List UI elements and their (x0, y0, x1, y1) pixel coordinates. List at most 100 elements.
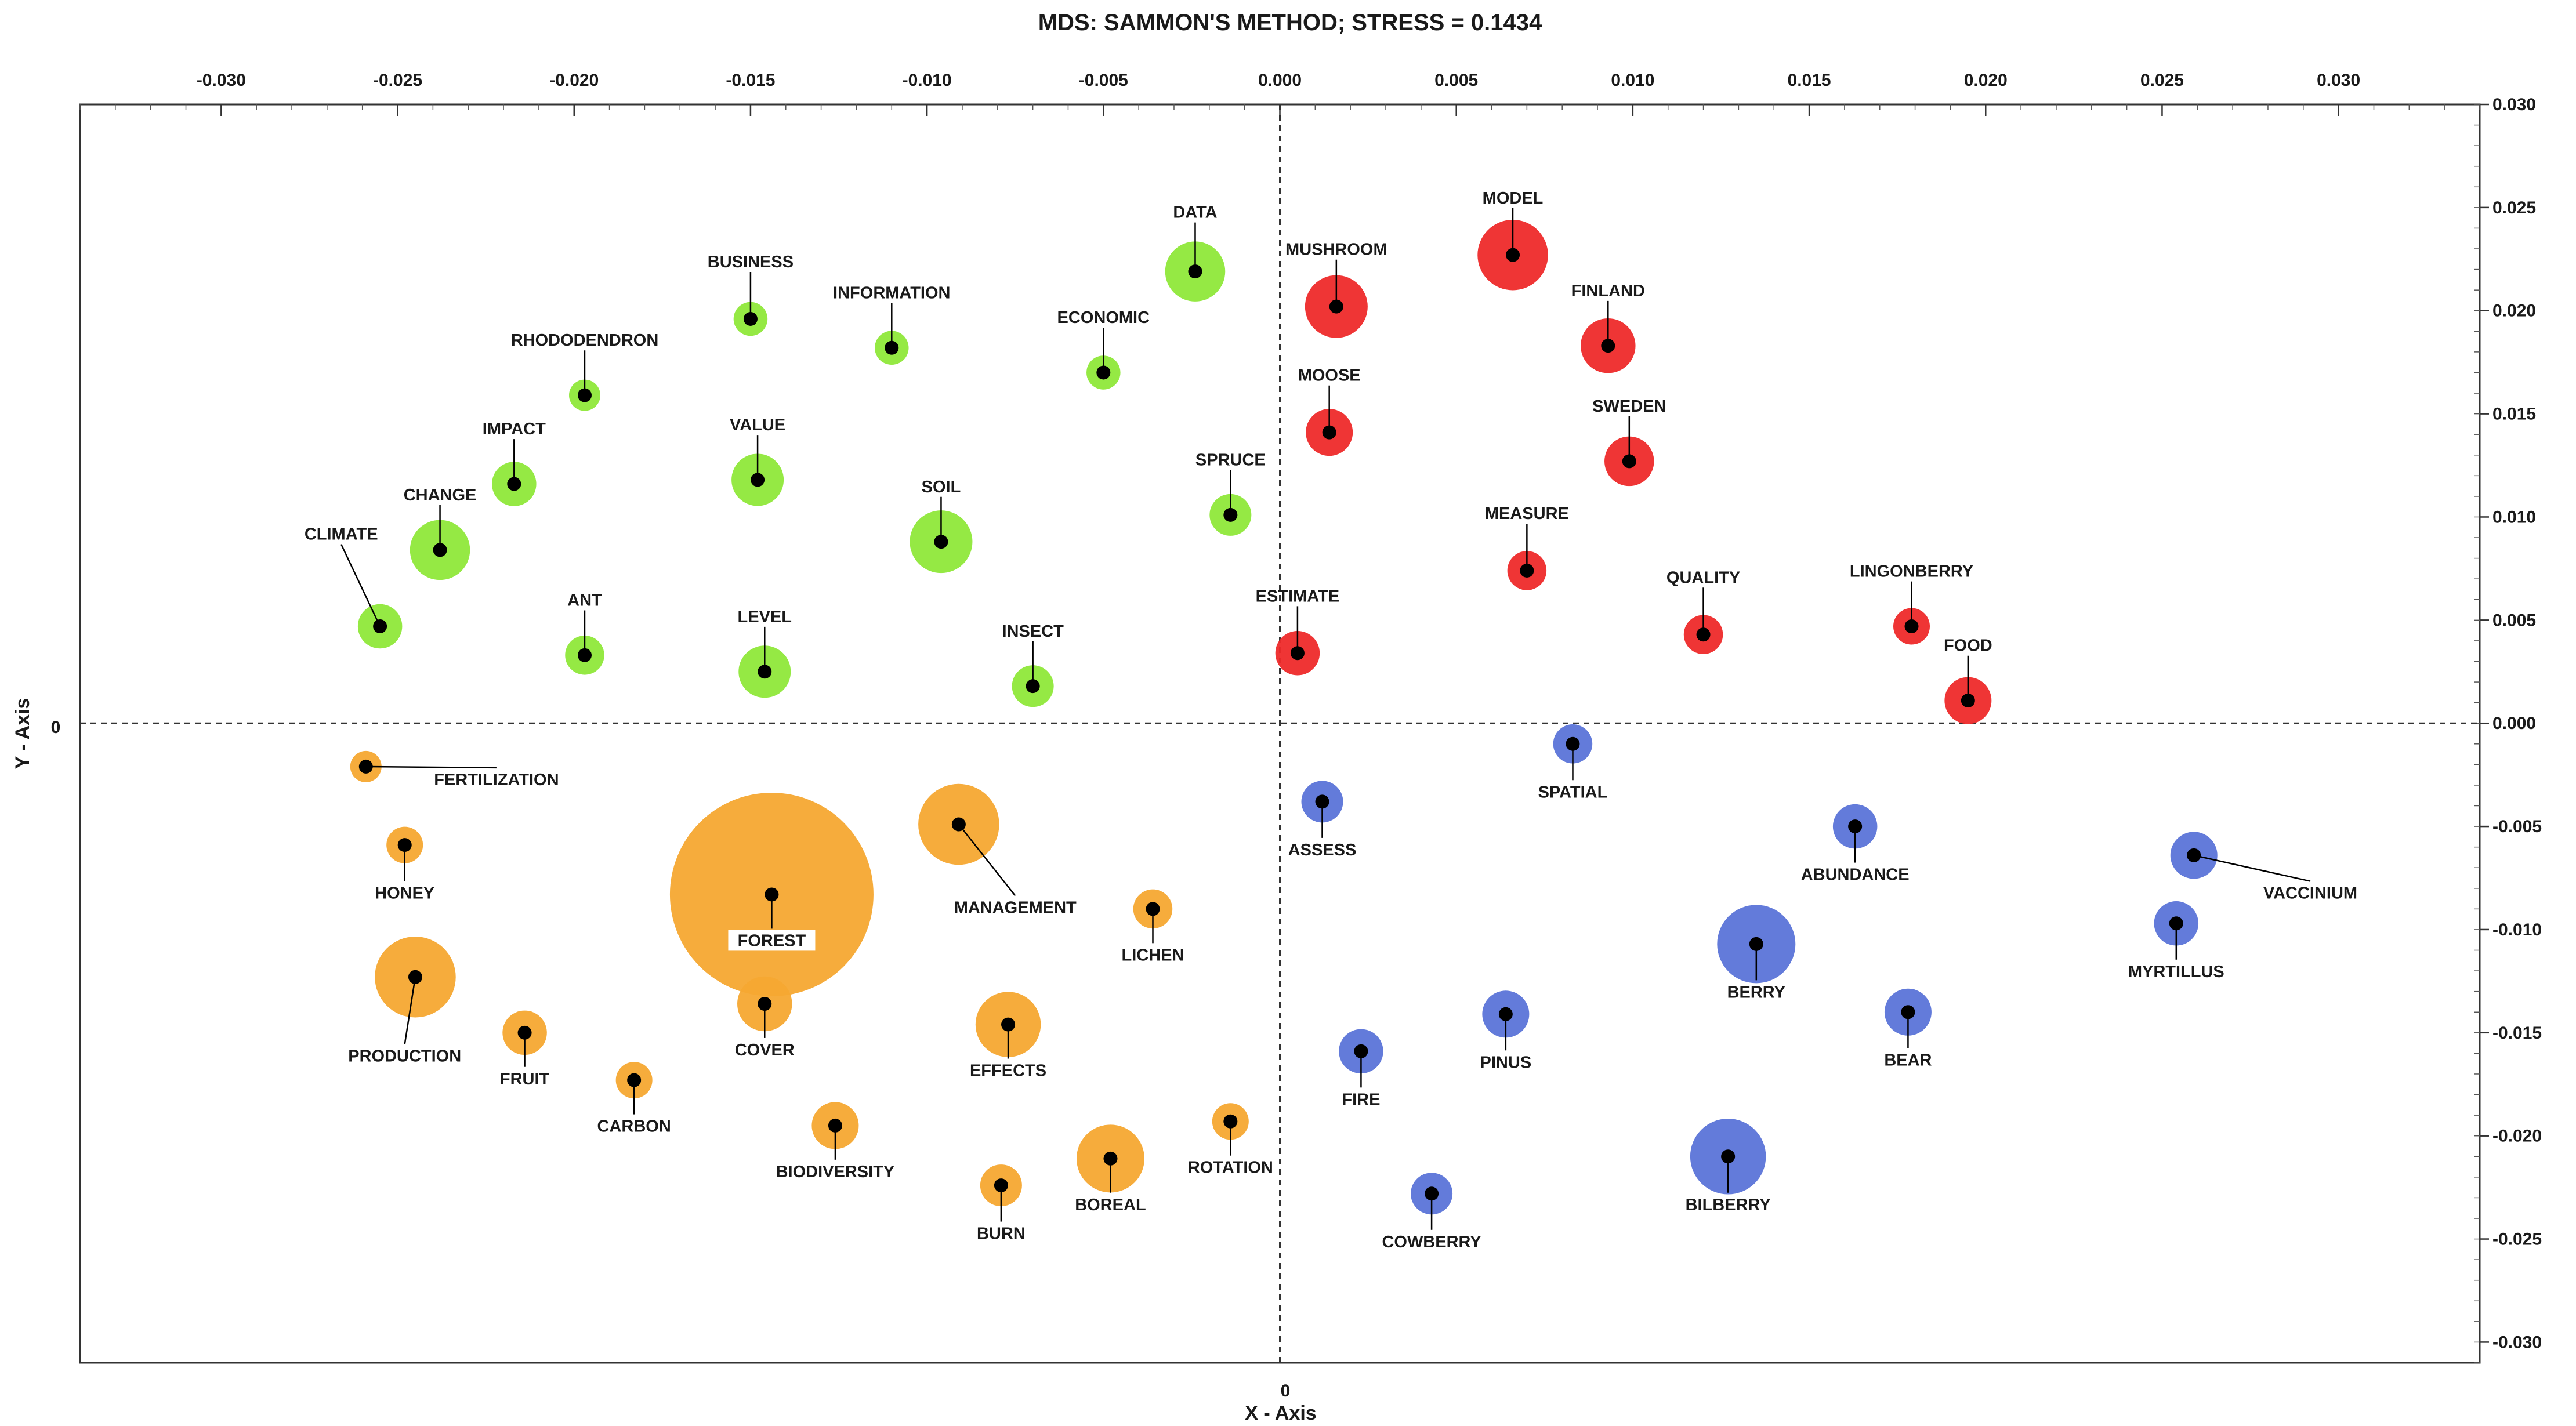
marker-burn (994, 1178, 1008, 1193)
label-forest: FOREST (738, 931, 806, 950)
marker-mushroom (1329, 299, 1343, 314)
y-tick-label: 0.015 (2492, 405, 2536, 424)
y-axis-ticks: 0.030 0.025 0.020 0.015 0.010 0.005 0.000 -0.00… (2480, 95, 2542, 1352)
x-tick-label: 0.020 (1964, 71, 2008, 90)
x-tick-label: -0.025 (373, 71, 422, 90)
marker-ant (577, 648, 592, 662)
label-information: INFORMATION (833, 284, 950, 302)
marker-model (1506, 248, 1520, 262)
marker-insect (1026, 679, 1040, 694)
chart-title: MDS: SAMMON'S METHOD; STRESS = 0.1434 (1038, 10, 1542, 35)
label-sweden: SWEDEN (1592, 397, 1666, 416)
label-economic: ECONOMIC (1057, 309, 1150, 327)
marker-spruce (1223, 507, 1238, 522)
label-bear: BEAR (1884, 1051, 1932, 1070)
leader-production (404, 977, 416, 1044)
label-change: CHANGE (404, 486, 477, 505)
x-tick-label: -0.005 (1079, 71, 1128, 90)
label-carbon: CARBON (597, 1117, 671, 1136)
label-cover: COVER (735, 1041, 795, 1059)
label-spatial: SPATIAL (1538, 783, 1608, 801)
marker-fire (1354, 1044, 1368, 1058)
marker-soil (934, 535, 948, 549)
x-tick-label: 0.030 (2317, 71, 2360, 90)
y-tick-label: -0.015 (2492, 1024, 2542, 1043)
marker-boreal (1103, 1151, 1118, 1166)
leader-climate (340, 544, 381, 627)
leader-management (958, 823, 1016, 897)
label-fruit: FRUIT (500, 1070, 550, 1088)
label-ant: ANT (567, 591, 602, 609)
label-measure: MEASURE (1485, 505, 1569, 523)
label-backing-forest (728, 930, 816, 951)
label-model: MODEL (1483, 189, 1544, 208)
label-level: LEVEL (738, 608, 792, 626)
x-tick-label: 0.005 (1434, 71, 1478, 90)
label-spruce: SPRUCE (1195, 451, 1266, 470)
label-fire: FIRE (1342, 1090, 1380, 1109)
marker-value (751, 473, 765, 487)
label-data: DATA (1173, 204, 1217, 222)
y-tick-label: 0.000 (2492, 714, 2536, 733)
marker-spatial (1566, 736, 1580, 751)
label-management: MANAGEMENT (954, 898, 1077, 917)
x-tick-label: -0.010 (903, 71, 952, 90)
y-tick-label: -0.005 (2492, 817, 2542, 836)
marker-bear (1901, 1005, 1915, 1019)
label-bilberry: BILBERRY (1686, 1196, 1771, 1214)
y-axis-title: Y - Axis (12, 698, 34, 770)
marker-measure (1520, 563, 1534, 578)
origin-y-label: 0 (51, 718, 61, 737)
leader-line-layer (340, 208, 2311, 1230)
marker-finland (1601, 339, 1615, 353)
label-value: VALUE (730, 416, 785, 434)
label-impact: IMPACT (483, 420, 546, 438)
marker-climate (373, 619, 387, 634)
y-tick-label: 0.020 (2492, 302, 2536, 321)
minor-tick-marks (79, 104, 2480, 1363)
label-soil: SOIL (922, 478, 961, 496)
marker-production (408, 970, 422, 984)
label-abundance: ABUNDANCE (1801, 866, 1910, 884)
marker-data (1188, 264, 1202, 279)
marker-honey (397, 838, 412, 852)
x-tick-label: -0.030 (197, 71, 246, 90)
marker-layer (358, 248, 2201, 1201)
x-tick-label: -0.020 (549, 71, 599, 90)
marker-fruit (517, 1025, 532, 1040)
y-tick-label: 0.010 (2492, 507, 2536, 527)
marker-change (433, 543, 447, 557)
label-mushroom: MUSHROOM (1285, 241, 1387, 259)
label-cowberry: COWBERRY (1382, 1233, 1481, 1251)
marker-cover (758, 997, 772, 1011)
marker-effects (1001, 1017, 1016, 1032)
marker-berry (1749, 937, 1763, 951)
marker-lichen (1146, 902, 1160, 916)
y-tick-label: -0.010 (2492, 920, 2542, 939)
x-tick-label: 0.015 (1788, 71, 1831, 90)
marker-forest (765, 887, 779, 902)
marker-estimate (1290, 646, 1305, 661)
label-quality: QUALITY (1666, 568, 1740, 587)
x-tick-label: 0.010 (1611, 71, 1654, 90)
y-tick-label: -0.030 (2492, 1333, 2542, 1352)
marker-carbon (627, 1073, 642, 1087)
y-tick-label: 0.030 (2492, 95, 2536, 114)
marker-impact (507, 477, 521, 491)
label-production: PRODUCTION (348, 1047, 461, 1066)
x-tick-label: 0.025 (2140, 71, 2184, 90)
label-boreal: BOREAL (1075, 1196, 1146, 1214)
label-lingonberry: LINGONBERRY (1850, 563, 1973, 581)
marker-quality (1696, 627, 1711, 642)
marker-lingonberry (1904, 619, 1919, 634)
marker-bilberry (1721, 1149, 1736, 1164)
label-honey: HONEY (375, 884, 434, 903)
label-moose: MOOSE (1298, 367, 1361, 385)
marker-biodiversity (828, 1118, 842, 1133)
marker-moose (1322, 425, 1336, 440)
y-tick-label: 0.005 (2492, 611, 2536, 630)
marker-myrtillus (2169, 916, 2183, 931)
leader-fertilization (365, 765, 497, 769)
point-label-layer: FOREST MANAGEMENT PRODUCTION BOREAL EFFECTS C… (305, 189, 2357, 1251)
